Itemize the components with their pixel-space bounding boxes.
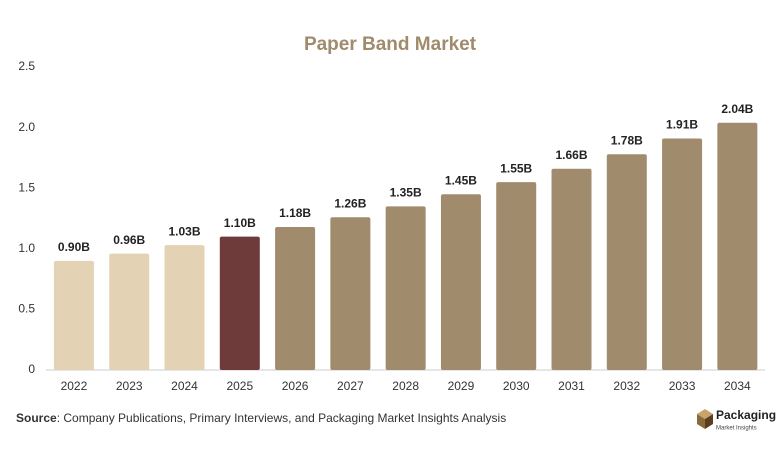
x-tick-label: 2034 <box>724 379 751 393</box>
bar <box>53 260 94 370</box>
y-tick-label: 1.0 <box>18 241 35 255</box>
value-label: 1.55B <box>500 161 532 175</box>
bar <box>440 194 481 370</box>
bar <box>385 206 426 370</box>
bar <box>219 236 260 370</box>
x-tick-label: 2033 <box>669 379 696 393</box>
bar <box>275 226 316 370</box>
value-label: 1.26B <box>334 196 366 210</box>
logo-icon-right <box>705 414 713 429</box>
value-label: 1.35B <box>390 186 422 200</box>
x-tick-label: 2022 <box>61 379 88 393</box>
x-tick-label: 2026 <box>282 379 309 393</box>
x-tick-label: 2025 <box>226 379 253 393</box>
logo-name: Packaging <box>716 408 776 422</box>
value-label: 1.66B <box>555 148 587 162</box>
bar <box>662 138 703 370</box>
value-label: 2.04B <box>721 102 753 116</box>
x-tick-label: 2032 <box>613 379 640 393</box>
bar <box>606 154 647 370</box>
source: Source: Company Publications, Primary In… <box>16 411 506 425</box>
value-label: 1.18B <box>279 206 311 220</box>
value-label: 1.45B <box>445 173 477 187</box>
value-label: 1.91B <box>666 118 698 132</box>
bar <box>496 182 537 370</box>
x-tick-label: 2023 <box>116 379 143 393</box>
bar <box>109 253 150 370</box>
x-tick-label: 2029 <box>448 379 475 393</box>
bar <box>164 245 205 370</box>
logo: Packaging Market Insights <box>697 408 776 432</box>
source-label: Source <box>16 411 57 425</box>
y-tick-label: 2.0 <box>18 120 35 134</box>
logo-tagline: Market Insights <box>716 426 757 432</box>
y-tick-label: 2.5 <box>18 59 35 73</box>
x-tick-label: 2030 <box>503 379 530 393</box>
value-label: 0.90B <box>58 240 90 254</box>
logo-icon-left <box>697 414 705 429</box>
x-tick-label: 2031 <box>558 379 585 393</box>
x-tick-label: 2027 <box>337 379 364 393</box>
chart-title: Paper Band Market <box>304 34 477 55</box>
y-tick-label: 0 <box>28 362 35 376</box>
bar <box>551 168 592 370</box>
y-tick-label: 0.5 <box>18 302 35 316</box>
x-tick-label: 2024 <box>171 379 198 393</box>
value-label: 1.03B <box>168 224 200 238</box>
value-label: 1.10B <box>224 216 256 230</box>
bar <box>330 217 371 370</box>
value-label: 0.96B <box>113 233 145 247</box>
source-text: : Company Publications, Primary Intervie… <box>57 411 507 425</box>
y-tick-label: 1.5 <box>18 180 35 194</box>
value-label: 1.78B <box>611 133 643 147</box>
bar <box>717 122 758 370</box>
x-tick-label: 2028 <box>392 379 419 393</box>
